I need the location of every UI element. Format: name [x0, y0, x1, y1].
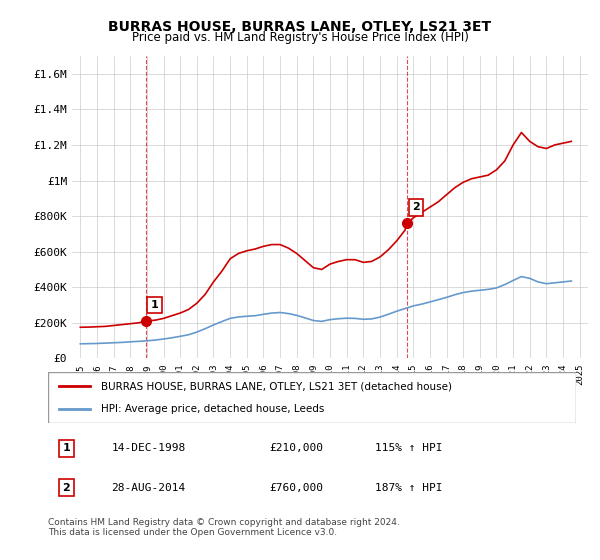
- Text: 2: 2: [62, 483, 70, 493]
- Text: BURRAS HOUSE, BURRAS LANE, OTLEY, LS21 3ET (detached house): BURRAS HOUSE, BURRAS LANE, OTLEY, LS21 3…: [101, 381, 452, 391]
- Text: BURRAS HOUSE, BURRAS LANE, OTLEY, LS21 3ET: BURRAS HOUSE, BURRAS LANE, OTLEY, LS21 3…: [109, 20, 491, 34]
- Text: £210,000: £210,000: [270, 444, 324, 454]
- Text: £760,000: £760,000: [270, 483, 324, 493]
- Text: 14-DEC-1998: 14-DEC-1998: [112, 444, 185, 454]
- Text: Price paid vs. HM Land Registry's House Price Index (HPI): Price paid vs. HM Land Registry's House …: [131, 31, 469, 44]
- Text: 187% ↑ HPI: 187% ↑ HPI: [376, 483, 443, 493]
- Text: 115% ↑ HPI: 115% ↑ HPI: [376, 444, 443, 454]
- FancyBboxPatch shape: [48, 372, 576, 423]
- Text: 1: 1: [62, 444, 70, 454]
- Text: 28-AUG-2014: 28-AUG-2014: [112, 483, 185, 493]
- Text: Contains HM Land Registry data © Crown copyright and database right 2024.
This d: Contains HM Land Registry data © Crown c…: [48, 518, 400, 538]
- Text: 2: 2: [412, 202, 419, 212]
- Text: 1: 1: [151, 300, 158, 310]
- Text: HPI: Average price, detached house, Leeds: HPI: Average price, detached house, Leed…: [101, 404, 324, 414]
